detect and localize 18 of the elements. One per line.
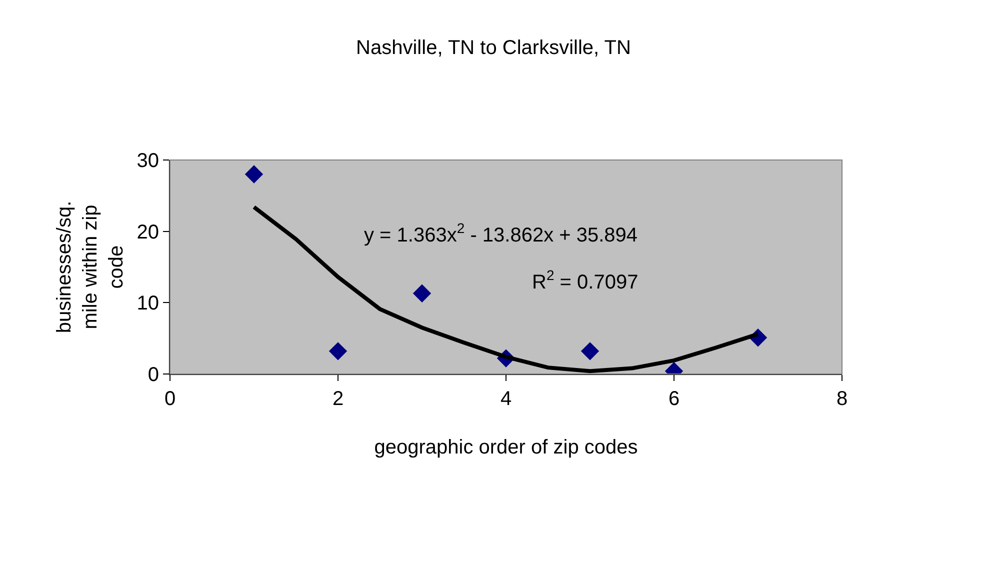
- point: [412, 284, 432, 302]
- x-tick-label: 8: [836, 388, 848, 410]
- point: [244, 165, 264, 184]
- x-tick-label: 4: [500, 388, 512, 410]
- y-tick-label: 10: [136, 292, 159, 315]
- x-tick-label: 2: [332, 388, 344, 410]
- x-tick-label: 6: [668, 388, 680, 410]
- chart-title: Nashville, TN to Clarksville, TN: [356, 36, 631, 59]
- y-tick-label: 20: [136, 221, 159, 244]
- y-axis-title: businesses/sq. mile within zip code: [53, 200, 128, 334]
- y-tick-label: 30: [136, 150, 159, 172]
- annotation: R$^{2}$ = 0.7097: [532, 267, 638, 294]
- x-axis-title: geographic order of zip codes: [374, 436, 638, 458]
- point: [328, 342, 348, 360]
- point: [580, 342, 600, 360]
- annotation: y = 1.363x$^{2}$ - 13.862x + 35.894: [364, 220, 638, 246]
- x-tick-label: 0: [164, 388, 176, 410]
- y-tick-label: 0: [148, 364, 159, 386]
